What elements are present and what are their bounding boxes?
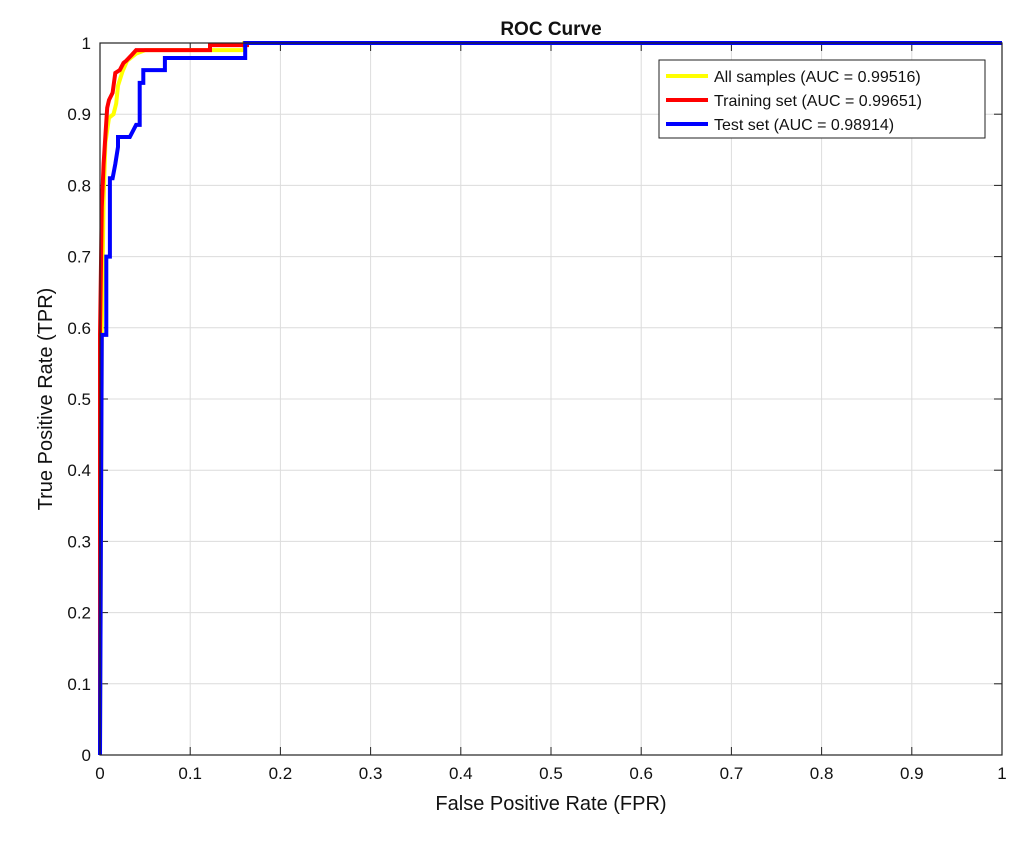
x-tick-label: 0.3 — [359, 764, 383, 783]
x-tick-label: 0.8 — [810, 764, 834, 783]
x-tick-label: 0.6 — [629, 764, 653, 783]
grid — [99, 42, 1003, 756]
tick-labels: 0 0.1 0.2 0.3 0.4 0.5 0.6 0.7 0.8 0.9 1 0 0.1 0.2 0.3 0… — [67, 34, 1006, 783]
y-tick-label: 0.7 — [67, 248, 91, 267]
y-axis-label: True Positive Rate (TPR) — [35, 288, 57, 511]
legend-box — [658, 59, 986, 139]
y-tick-label: 0.2 — [67, 604, 91, 623]
x-axis-label: False Positive Rate (FPR) — [435, 793, 666, 815]
x-tick-label: 0.7 — [720, 764, 744, 783]
y-tick-label: 0 — [82, 746, 91, 765]
legend-label: Test set (AUC = 0.98914) — [714, 117, 894, 134]
legend: All samples (AUC = 0.99516) Training set … — [658, 59, 986, 139]
y-tick-label: 1 — [82, 34, 91, 53]
x-tick-label: 0.4 — [449, 764, 473, 783]
roc-curve-line — [98, 41, 1002, 756]
chart-title: ROC Curve — [500, 19, 601, 40]
y-tick-label: 0.3 — [67, 532, 91, 551]
y-tick-label: 0.4 — [67, 461, 91, 480]
legend-label: Training set (AUC = 0.99651) — [714, 93, 922, 110]
curves — [98, 41, 1002, 756]
x-tick-label: 0.5 — [539, 764, 563, 783]
x-tick-label: 1 — [997, 764, 1006, 783]
y-tick-label: 0.5 — [67, 390, 91, 409]
y-tick-label: 0.6 — [67, 319, 91, 338]
x-tick-label: 0 — [95, 764, 104, 783]
y-tick-label: 0.9 — [67, 105, 91, 124]
plot-frame — [99, 42, 1003, 756]
roc-curve-line — [98, 41, 1002, 755]
x-tick-label: 0.1 — [178, 764, 202, 783]
legend-label: All samples (AUC = 0.99516) — [714, 69, 921, 86]
x-tick-label: 0.2 — [269, 764, 293, 783]
x-tick-label: 0.9 — [900, 764, 924, 783]
y-tick-label: 0.1 — [67, 675, 91, 694]
y-tick-label: 0.8 — [67, 176, 91, 195]
